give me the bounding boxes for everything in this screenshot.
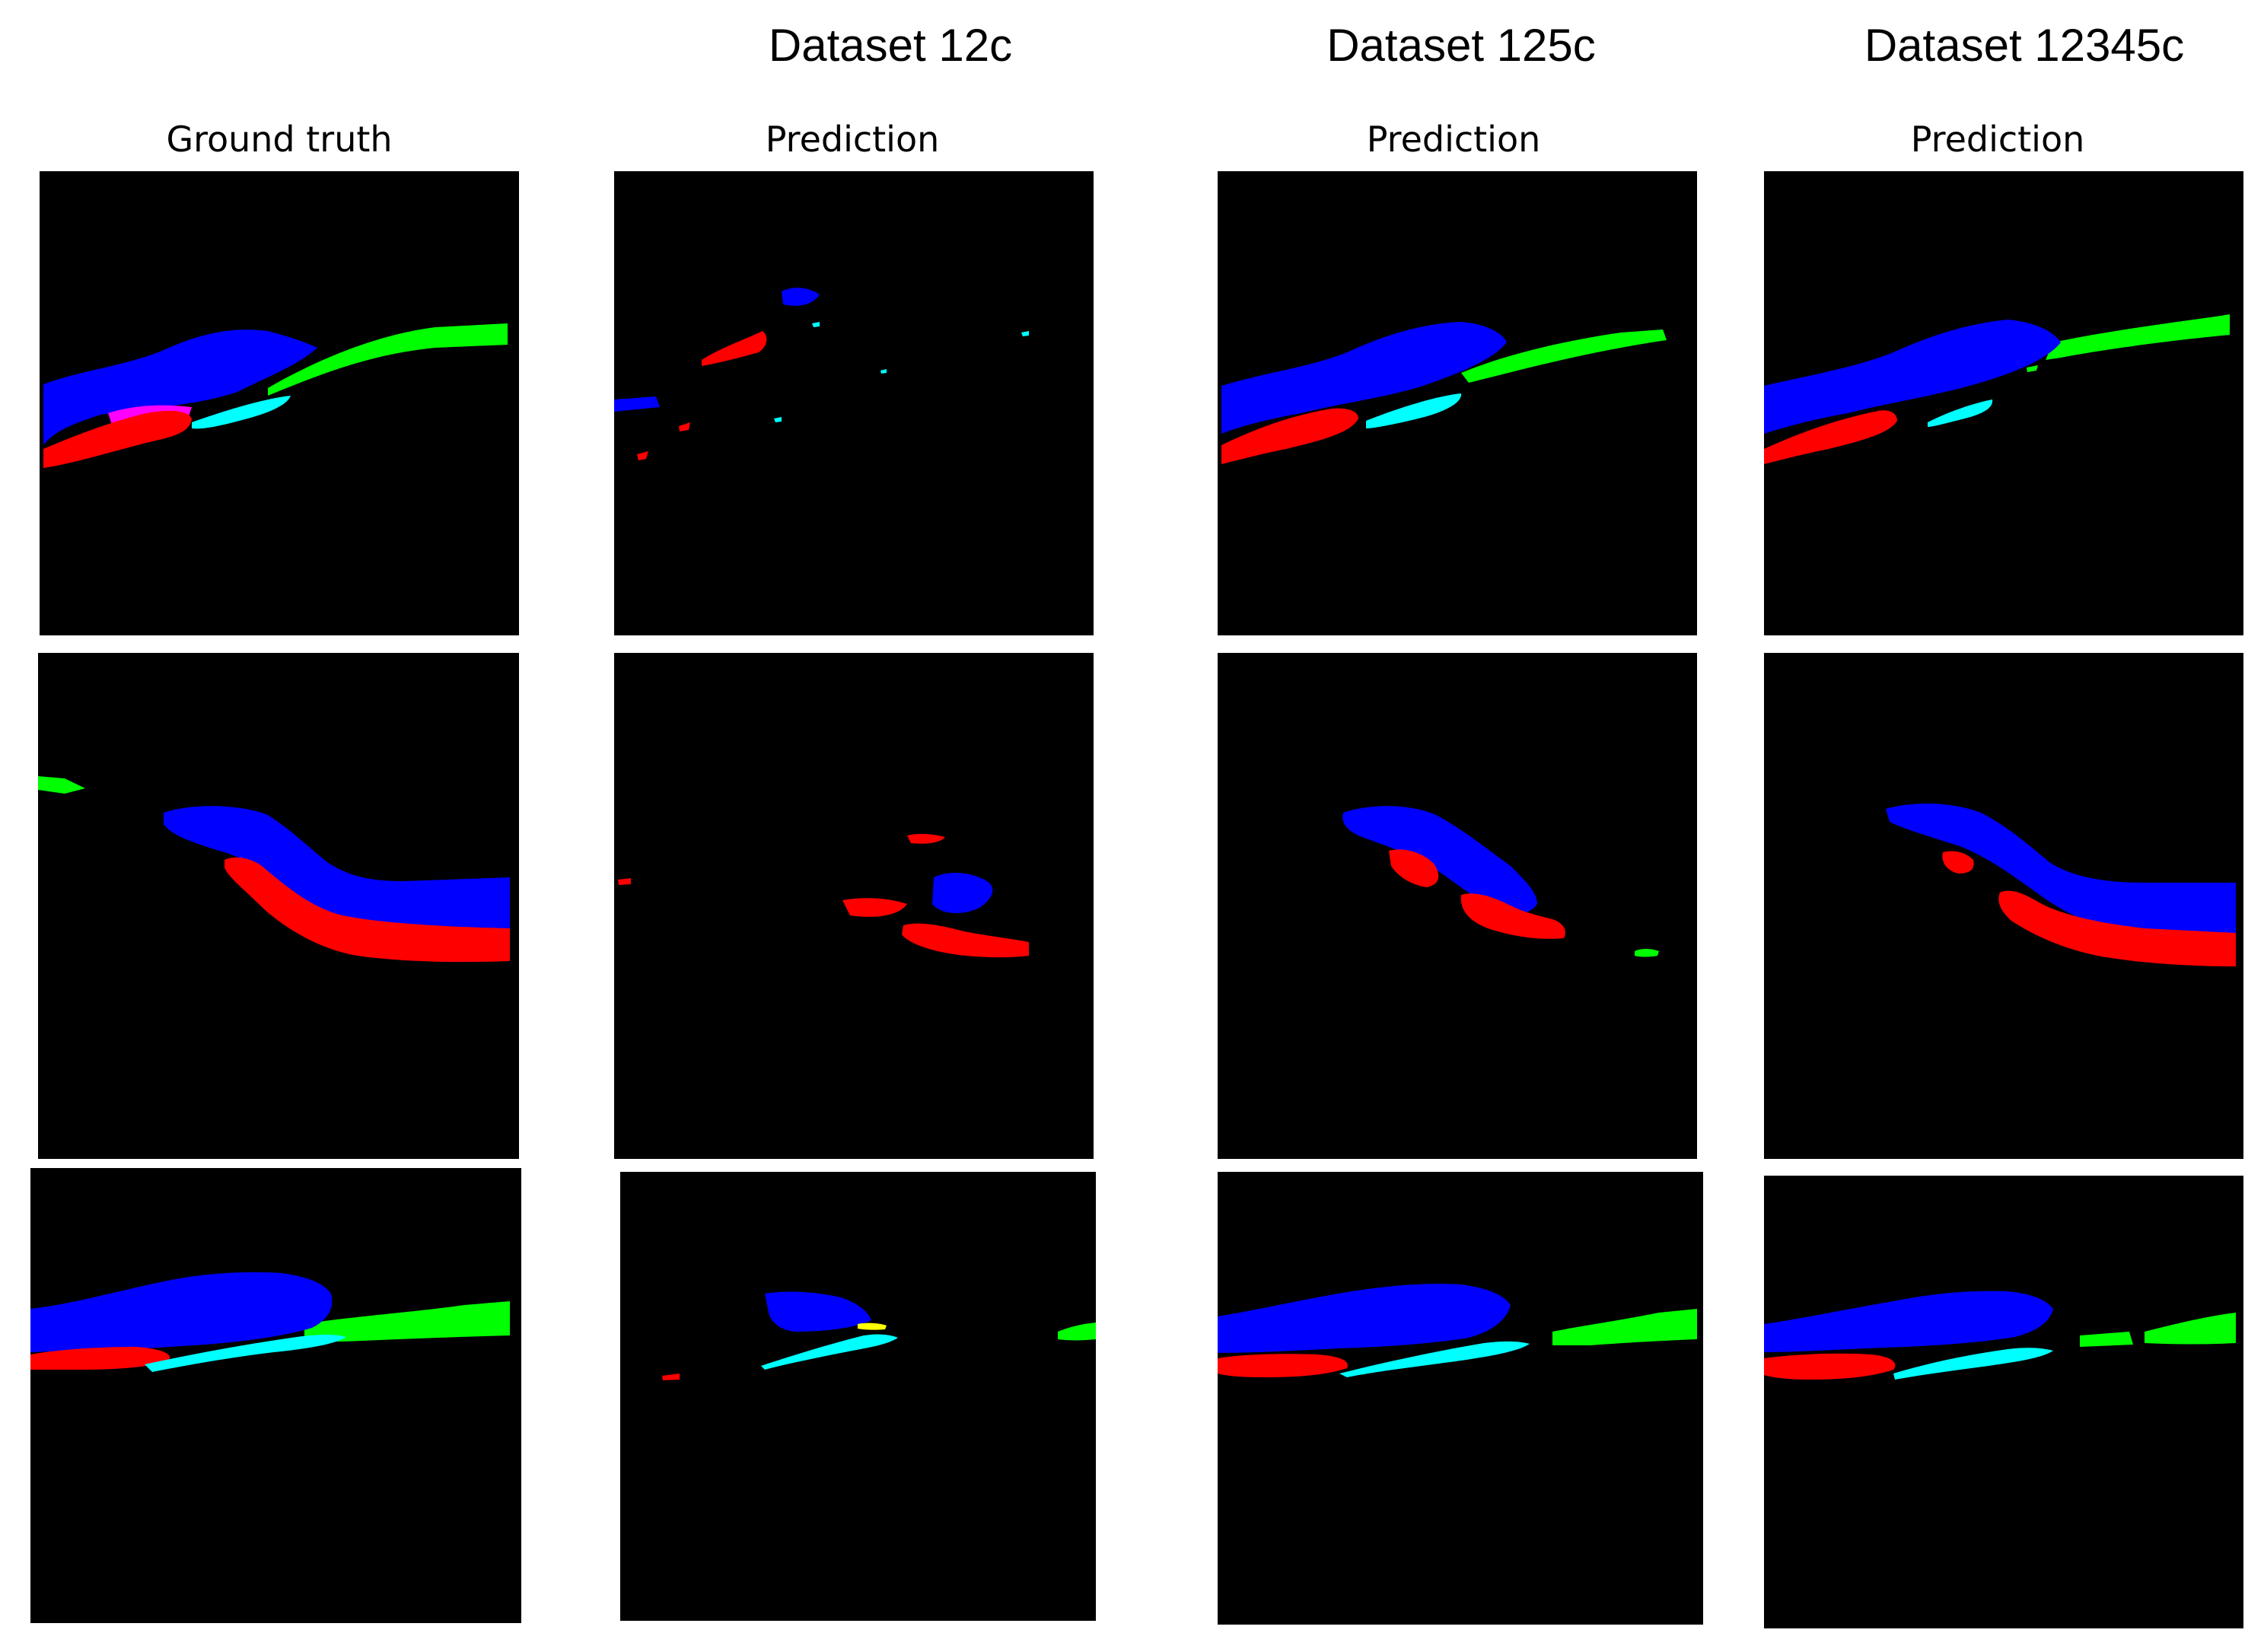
mask-cyan bbox=[880, 369, 887, 374]
mask-cyan bbox=[761, 1334, 898, 1370]
prediction-125c-panel-row-2 bbox=[1218, 653, 1697, 1159]
mask-blue bbox=[1886, 804, 2236, 934]
mask-cyan bbox=[812, 322, 820, 327]
mask-blue bbox=[43, 329, 317, 445]
column-label-prediction-12345c: Prediction bbox=[1910, 119, 2085, 160]
mask-red bbox=[1942, 851, 1974, 874]
column-label-ground-truth: Ground truth bbox=[166, 119, 393, 160]
mask-green bbox=[2027, 365, 2038, 372]
mask-red bbox=[224, 857, 510, 963]
dataset-title-12c: Dataset 12c bbox=[768, 20, 1013, 71]
mask-blue bbox=[614, 396, 660, 412]
mask-red bbox=[1998, 890, 2236, 966]
prediction-12345c-panel-row-1 bbox=[1764, 171, 2243, 635]
mask-red bbox=[43, 410, 192, 468]
mask-red bbox=[1764, 410, 1897, 464]
mask-green bbox=[1552, 1309, 1697, 1345]
dataset-title-125c: Dataset 125c bbox=[1326, 20, 1596, 71]
mask-green bbox=[304, 1301, 510, 1342]
prediction-12345c-panel-row-2 bbox=[1764, 653, 2243, 1159]
mask-green bbox=[2046, 314, 2230, 360]
mask-green bbox=[1058, 1323, 1096, 1341]
segmentation-mask bbox=[38, 776, 510, 963]
mask-red bbox=[842, 898, 907, 917]
mask-red bbox=[702, 331, 767, 366]
mask-blue bbox=[932, 872, 993, 913]
mask-blue bbox=[782, 288, 820, 306]
segmentation-mask bbox=[618, 833, 1029, 958]
column-label-prediction-125c: Prediction bbox=[1366, 119, 1541, 160]
mask-yellow bbox=[858, 1323, 887, 1330]
mask-cyan bbox=[774, 417, 782, 422]
prediction-12c-panel-row-1 bbox=[614, 171, 1094, 635]
column-label-prediction-12c: Prediction bbox=[765, 119, 940, 160]
mask-red bbox=[662, 1373, 680, 1380]
segmentation-mask bbox=[30, 1272, 510, 1372]
mask-blue bbox=[1221, 322, 1507, 434]
mask-cyan bbox=[192, 396, 291, 429]
segmentation-mask bbox=[614, 288, 1029, 460]
mask-blue bbox=[1342, 806, 1537, 914]
mask-blue bbox=[765, 1291, 871, 1332]
dataset-title-12345c: Dataset 12345c bbox=[1864, 20, 2185, 71]
mask-cyan bbox=[1928, 399, 1993, 427]
mask-blue bbox=[164, 806, 510, 936]
mask-green bbox=[1635, 949, 1659, 957]
segmentation-mask bbox=[1221, 322, 1667, 464]
mask-blue bbox=[1764, 1291, 2053, 1352]
mask-cyan bbox=[1021, 331, 1029, 336]
mask-red bbox=[1764, 1353, 1896, 1380]
segmentation-mask bbox=[1764, 314, 2230, 464]
prediction-125c-panel-row-3 bbox=[1218, 1172, 1703, 1625]
mask-red bbox=[679, 422, 690, 431]
mask-green bbox=[1461, 329, 1667, 383]
mask-red bbox=[637, 451, 648, 460]
prediction-12345c-panel-row-3 bbox=[1764, 1176, 2243, 1628]
mask-blue bbox=[30, 1272, 333, 1352]
segmentation-mask bbox=[1764, 1291, 2236, 1380]
mask-blue bbox=[1764, 320, 2061, 434]
prediction-12c-panel-row-2 bbox=[614, 653, 1094, 1159]
mask-cyan bbox=[145, 1335, 346, 1372]
mask-blue bbox=[1218, 1284, 1511, 1353]
ground-truth-panel-row-1 bbox=[40, 171, 519, 635]
mask-green bbox=[2080, 1332, 2133, 1347]
mask-green bbox=[2145, 1313, 2236, 1345]
segmentation-mask bbox=[662, 1291, 1096, 1380]
mask-green bbox=[268, 323, 508, 396]
prediction-12c-panel-row-3 bbox=[620, 1172, 1096, 1621]
mask-red bbox=[1389, 849, 1439, 887]
ground-truth-panel-row-2 bbox=[38, 653, 519, 1159]
mask-red bbox=[902, 923, 1029, 958]
mask-red bbox=[618, 878, 631, 885]
mask-red bbox=[30, 1347, 170, 1370]
mask-red bbox=[907, 833, 945, 844]
mask-green bbox=[38, 776, 85, 794]
mask-red bbox=[1221, 408, 1358, 464]
ground-truth-panel-row-3 bbox=[30, 1168, 521, 1623]
segmentation-mask bbox=[1886, 804, 2236, 966]
mask-red bbox=[1218, 1354, 1348, 1377]
prediction-125c-panel-row-1 bbox=[1218, 171, 1697, 635]
mask-cyan bbox=[1339, 1341, 1530, 1377]
segmentation-mask bbox=[43, 323, 508, 468]
mask-cyan bbox=[1893, 1348, 2053, 1380]
mask-red bbox=[1460, 893, 1565, 939]
segmentation-mask bbox=[1218, 1284, 1697, 1377]
segmentation-mask bbox=[1342, 806, 1659, 957]
mask-cyan bbox=[1366, 393, 1462, 428]
